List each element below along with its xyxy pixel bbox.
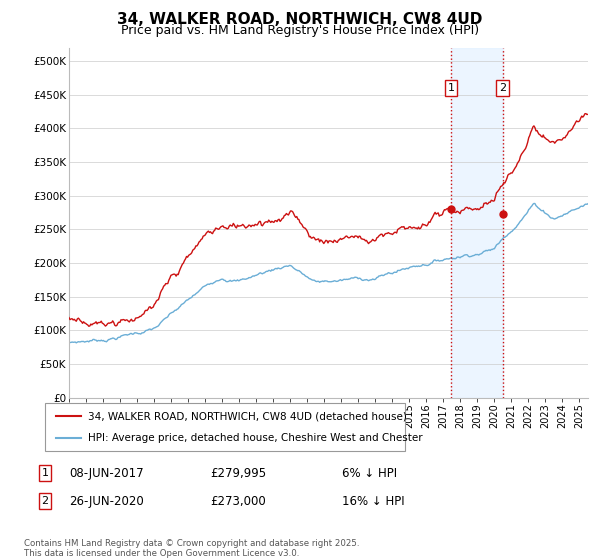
Text: HPI: Average price, detached house, Cheshire West and Chester: HPI: Average price, detached house, Ches… xyxy=(88,433,423,443)
Text: 6% ↓ HPI: 6% ↓ HPI xyxy=(342,466,397,480)
Text: 2: 2 xyxy=(41,496,49,506)
Text: 08-JUN-2017: 08-JUN-2017 xyxy=(69,466,143,480)
FancyBboxPatch shape xyxy=(45,403,405,451)
Text: 1: 1 xyxy=(41,468,49,478)
Bar xyxy=(451,48,503,398)
Text: 1: 1 xyxy=(448,83,454,93)
Text: 26-JUN-2020: 26-JUN-2020 xyxy=(69,494,144,508)
Text: 34, WALKER ROAD, NORTHWICH, CW8 4UD: 34, WALKER ROAD, NORTHWICH, CW8 4UD xyxy=(118,12,482,27)
Text: 16% ↓ HPI: 16% ↓ HPI xyxy=(342,494,404,508)
Text: Contains HM Land Registry data © Crown copyright and database right 2025.
This d: Contains HM Land Registry data © Crown c… xyxy=(24,539,359,558)
Text: £273,000: £273,000 xyxy=(210,494,266,508)
Text: £279,995: £279,995 xyxy=(210,466,266,480)
Text: Price paid vs. HM Land Registry's House Price Index (HPI): Price paid vs. HM Land Registry's House … xyxy=(121,24,479,36)
Text: 2: 2 xyxy=(499,83,506,93)
Text: 34, WALKER ROAD, NORTHWICH, CW8 4UD (detached house): 34, WALKER ROAD, NORTHWICH, CW8 4UD (det… xyxy=(88,411,407,421)
